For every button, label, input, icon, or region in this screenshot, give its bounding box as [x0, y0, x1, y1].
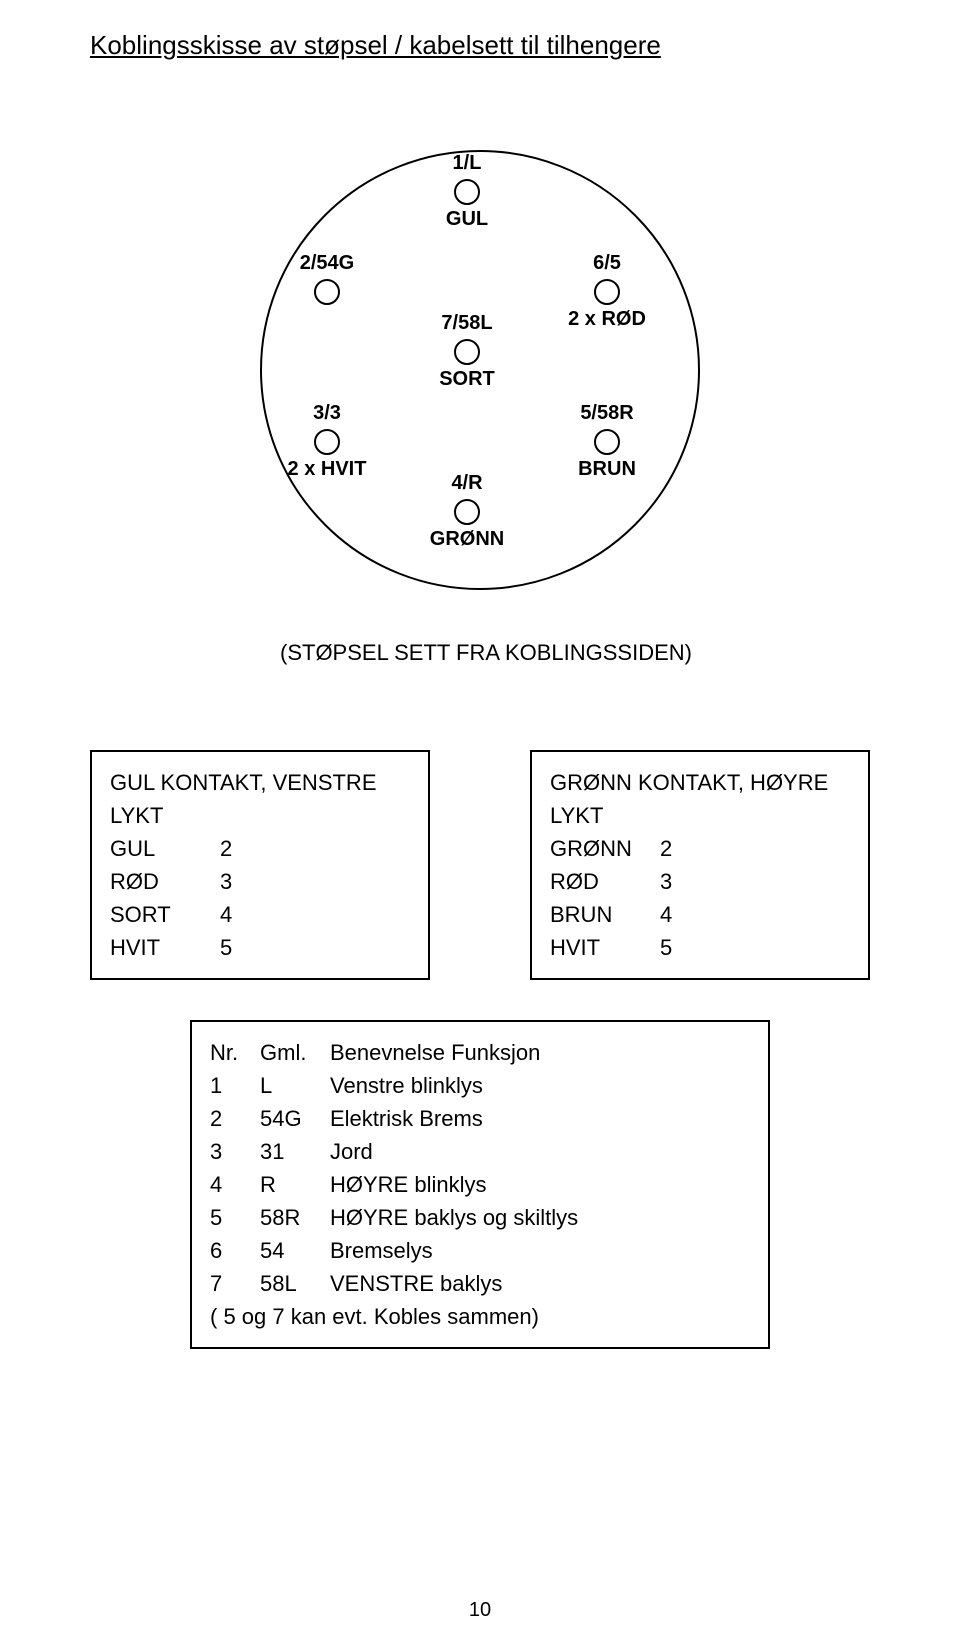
right-contact-box: GRØNN KONTAKT, HØYRE LYKT GRØNN2RØD3BRUN…	[530, 750, 870, 980]
func-row-nr: 5	[210, 1201, 260, 1234]
pin-label-below-1L: GUL	[407, 208, 527, 231]
left-box-row: GUL2	[110, 832, 410, 865]
left-row-value: 4	[220, 898, 260, 931]
left-row-value: 2	[220, 832, 260, 865]
pin-254G	[314, 279, 340, 305]
pin-1L	[454, 179, 480, 205]
page-number: 10	[0, 1599, 960, 1622]
func-row-nr: 7	[210, 1267, 260, 1300]
header-func: Benevnelse Funksjon	[330, 1036, 750, 1069]
right-row-label: RØD	[550, 865, 660, 898]
header-nr: Nr.	[210, 1036, 260, 1069]
left-contact-box: GUL KONTAKT, VENSTRE LYKT GUL2RØD3SORT4H…	[90, 750, 430, 980]
func-row-nr: 4	[210, 1168, 260, 1201]
function-table-row: 758LVENSTRE baklys	[210, 1267, 750, 1300]
right-row-label: HVIT	[550, 931, 660, 964]
right-row-label: GRØNN	[550, 832, 660, 865]
left-box-subheading: LYKT	[110, 799, 410, 832]
pin-label-above-4R: 4/R	[417, 472, 517, 495]
pin-65	[594, 279, 620, 305]
func-row-desc: HØYRE blinklys	[330, 1168, 750, 1201]
right-row-label: BRUN	[550, 898, 660, 931]
pin-label-below-758L: SORT	[407, 368, 527, 391]
left-row-label: RØD	[110, 865, 220, 898]
func-row-desc: VENSTRE baklys	[330, 1267, 750, 1300]
func-row-gml: L	[260, 1069, 330, 1102]
func-row-gml: R	[260, 1168, 330, 1201]
left-row-label: HVIT	[110, 931, 220, 964]
func-row-gml: 54G	[260, 1102, 330, 1135]
function-table-row: 558RHØYRE baklys og skiltlys	[210, 1201, 750, 1234]
func-row-desc: HØYRE baklys og skiltlys	[330, 1201, 750, 1234]
function-table-row: 654Bremselys	[210, 1234, 750, 1267]
pin-label-above-65: 6/5	[557, 252, 657, 275]
pin-label-above-1L: 1/L	[417, 152, 517, 175]
right-box-heading: GRØNN KONTAKT, HØYRE	[550, 766, 850, 799]
pin-label-below-558R: BRUN	[547, 458, 667, 481]
func-row-gml: 31	[260, 1135, 330, 1168]
func-row-desc: Elektrisk Brems	[330, 1102, 750, 1135]
right-box-row: BRUN4	[550, 898, 850, 931]
func-row-nr: 1	[210, 1069, 260, 1102]
pin-label-below-65: 2 x RØD	[547, 308, 667, 331]
pin-label-below-4R: GRØNN	[407, 528, 527, 551]
right-box-row: HVIT5	[550, 931, 850, 964]
func-row-nr: 6	[210, 1234, 260, 1267]
function-table-box: Nr. Gml. Benevnelse Funksjon 1LVenstre b…	[190, 1020, 770, 1349]
function-table-row: 1LVenstre blinklys	[210, 1069, 750, 1102]
func-row-desc: Bremselys	[330, 1234, 750, 1267]
left-box-row: HVIT5	[110, 931, 410, 964]
pin-label-below-33: 2 x HVIT	[267, 458, 387, 481]
func-row-gml: 54	[260, 1234, 330, 1267]
connector-diagram: 1/L GUL 2/54G 6/5 2 x RØD 7/58L SORT 3/3 2 x HVI…	[230, 120, 730, 620]
left-row-value: 5	[220, 931, 260, 964]
left-row-value: 3	[220, 865, 260, 898]
page-title: Koblingsskisse av støpsel / kabelsett ti…	[90, 30, 661, 61]
left-row-label: SORT	[110, 898, 220, 931]
func-row-desc: Jord	[330, 1135, 750, 1168]
function-table-row: 331Jord	[210, 1135, 750, 1168]
left-box-row: RØD3	[110, 865, 410, 898]
function-table-row: 254GElektrisk Brems	[210, 1102, 750, 1135]
pin-4R	[454, 499, 480, 525]
function-table-footer: ( 5 og 7 kan evt. Kobles sammen)	[210, 1300, 750, 1333]
left-box-row: SORT4	[110, 898, 410, 931]
right-box-row: GRØNN2	[550, 832, 850, 865]
function-table-row: 4RHØYRE blinklys	[210, 1168, 750, 1201]
right-box-row: RØD3	[550, 865, 850, 898]
header-gml: Gml.	[260, 1036, 330, 1069]
left-box-heading: GUL KONTAKT, VENSTRE	[110, 766, 410, 799]
pin-label-above-33: 3/3	[277, 402, 377, 425]
function-table-header: Nr. Gml. Benevnelse Funksjon	[210, 1036, 750, 1069]
right-row-value: 4	[660, 898, 700, 931]
pin-label-above-558R: 5/58R	[557, 402, 657, 425]
pin-label-above-254G: 2/54G	[277, 252, 377, 275]
func-row-nr: 2	[210, 1102, 260, 1135]
pin-label-above-758L: 7/58L	[417, 312, 517, 335]
func-row-nr: 3	[210, 1135, 260, 1168]
left-row-label: GUL	[110, 832, 220, 865]
right-row-value: 2	[660, 832, 700, 865]
func-row-gml: 58L	[260, 1267, 330, 1300]
diagram-caption: (STØPSEL SETT FRA KOBLINGSSIDEN)	[280, 640, 692, 666]
right-row-value: 3	[660, 865, 700, 898]
right-row-value: 5	[660, 931, 700, 964]
pin-758L	[454, 339, 480, 365]
pin-33	[314, 429, 340, 455]
pin-558R	[594, 429, 620, 455]
func-row-gml: 58R	[260, 1201, 330, 1234]
func-row-desc: Venstre blinklys	[330, 1069, 750, 1102]
right-box-subheading: LYKT	[550, 799, 850, 832]
